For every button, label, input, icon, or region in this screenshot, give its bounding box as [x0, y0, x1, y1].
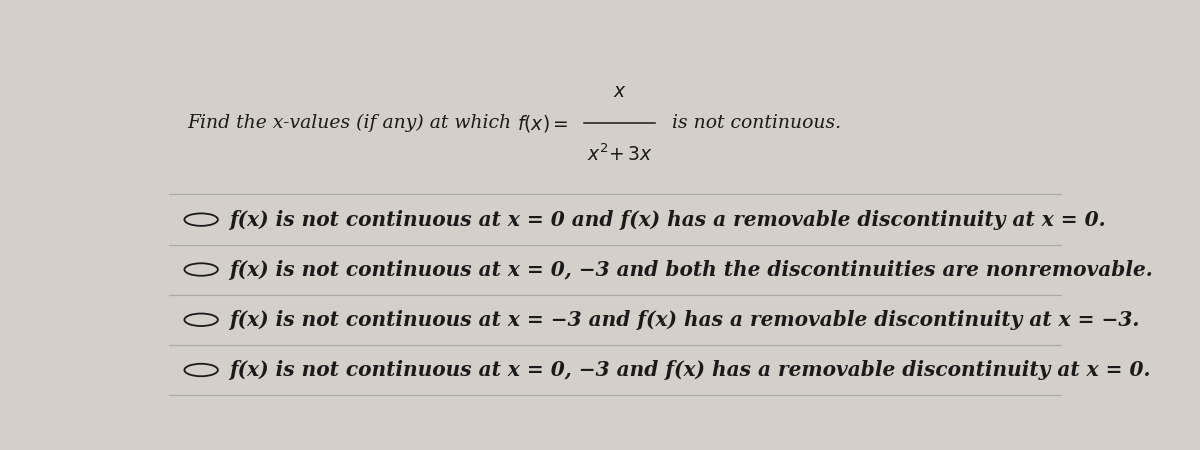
- Text: $x$: $x$: [613, 83, 626, 101]
- Text: f(x) is not continuous at x = −3 and f(x) has a removable discontinuity at x = −: f(x) is not continuous at x = −3 and f(x…: [229, 310, 1140, 330]
- Text: is not continuous.: is not continuous.: [666, 114, 841, 132]
- Text: f(x) is not continuous at x = 0, −3 and f(x) has a removable discontinuity at x : f(x) is not continuous at x = 0, −3 and …: [229, 360, 1151, 380]
- Text: $f(x)=$: $f(x)=$: [517, 113, 569, 134]
- Text: Find the x-values (if any) at which: Find the x-values (if any) at which: [187, 114, 517, 132]
- Text: $x^2$$+\,3x$: $x^2$$+\,3x$: [587, 144, 653, 165]
- Text: f(x) is not continuous at x = 0 and f(x) has a removable discontinuity at x = 0.: f(x) is not continuous at x = 0 and f(x)…: [229, 210, 1105, 230]
- Text: f(x) is not continuous at x = 0, −3 and both the discontinuities are nonremovabl: f(x) is not continuous at x = 0, −3 and …: [229, 260, 1153, 279]
